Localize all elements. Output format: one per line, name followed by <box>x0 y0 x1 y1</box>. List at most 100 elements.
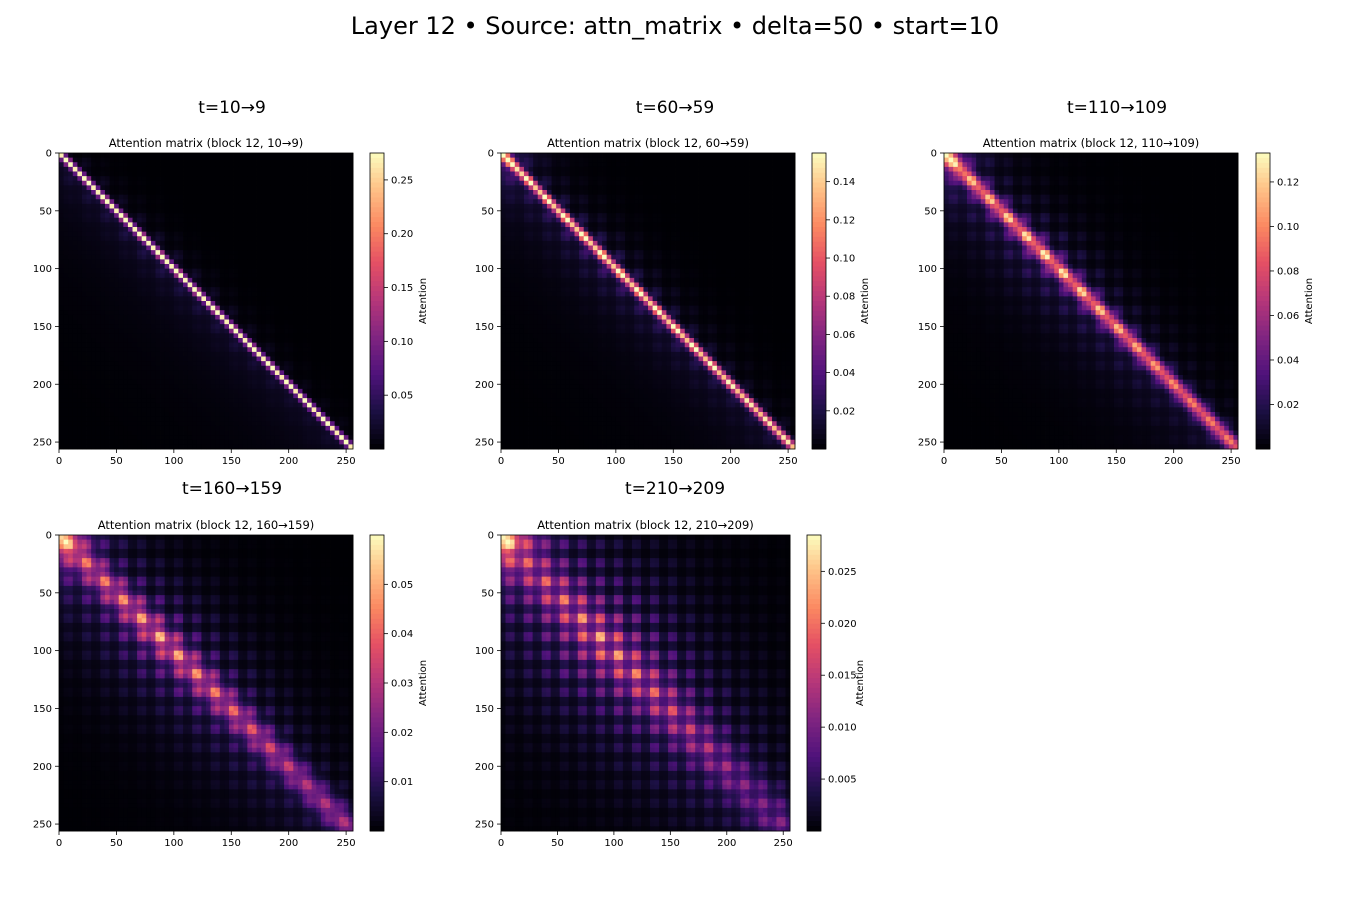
heatmap-cell <box>219 180 225 186</box>
heatmap-cell <box>611 203 617 209</box>
heatmap-cell <box>109 365 115 371</box>
heatmap-cell <box>302 245 308 251</box>
heatmap-cell <box>514 199 520 205</box>
heatmap-cell <box>251 296 257 302</box>
heatmap-cell <box>150 347 156 353</box>
heatmap-cell <box>146 356 152 362</box>
heatmap-cell <box>72 291 78 297</box>
heatmap-cell <box>758 166 764 172</box>
heatmap-cell <box>72 250 78 256</box>
heatmap-cell <box>256 217 262 223</box>
heatmap-cell <box>201 194 207 200</box>
heatmap-cell <box>772 153 778 159</box>
heatmap-cell <box>109 199 115 205</box>
heatmap-cell <box>270 324 276 330</box>
heatmap-cell <box>123 328 129 334</box>
heatmap-cell <box>68 162 74 168</box>
heatmap-cell <box>238 208 244 214</box>
heatmap-cell <box>187 291 193 297</box>
heatmap-cell <box>339 162 345 168</box>
heatmap-cell <box>81 412 87 418</box>
heatmap-cell <box>183 222 189 228</box>
heatmap-cell <box>164 365 170 371</box>
heatmap-cell <box>187 301 193 307</box>
heatmap-cell <box>330 319 336 325</box>
heatmap-cell <box>192 185 198 191</box>
heatmap-cell <box>634 190 640 196</box>
heatmap-cell <box>123 407 129 413</box>
heatmap-cell <box>141 361 147 367</box>
heatmap-cell <box>519 185 525 191</box>
heatmap-cell <box>164 259 170 265</box>
heatmap-cell <box>187 166 193 172</box>
heatmap-cell <box>261 375 267 381</box>
heatmap-cell <box>261 324 267 330</box>
heatmap-cell <box>215 236 221 242</box>
heatmap-cell <box>86 421 92 427</box>
heatmap-cell <box>348 236 354 242</box>
heatmap-cell <box>279 171 285 177</box>
heatmap-cell <box>242 430 248 436</box>
heatmap-cell <box>114 375 120 381</box>
heatmap-cell <box>114 240 120 246</box>
heatmap-cell <box>228 365 234 371</box>
heatmap-cell <box>100 351 106 357</box>
heatmap-cell <box>132 430 138 436</box>
heatmap-cell <box>242 388 248 394</box>
heatmap-cell <box>256 268 262 274</box>
heatmap-cell <box>265 402 271 408</box>
heatmap-cell <box>247 287 253 293</box>
heatmap-cell <box>666 185 672 191</box>
heatmap-cell <box>178 402 184 408</box>
heatmap-cell <box>91 430 97 436</box>
heatmap-cell <box>716 203 722 209</box>
heatmap-cell <box>606 166 612 172</box>
heatmap-cell <box>192 421 198 427</box>
heatmap-cell <box>100 227 106 233</box>
heatmap-cell <box>615 157 621 163</box>
heatmap-cell <box>150 301 156 307</box>
heatmap-cell <box>137 240 143 246</box>
heatmap-cell <box>118 176 124 182</box>
heatmap-cell <box>150 402 156 408</box>
heatmap-cell <box>224 180 230 186</box>
heatmap-cell <box>565 203 571 209</box>
heatmap-cell <box>210 439 216 445</box>
heatmap-cell <box>201 254 207 260</box>
heatmap-cell <box>730 162 736 168</box>
heatmap-cell <box>201 338 207 344</box>
heatmap-cell <box>284 310 290 316</box>
heatmap-cell <box>63 347 69 353</box>
heatmap-cell <box>652 203 658 209</box>
heatmap-cell <box>183 185 189 191</box>
heatmap-cell <box>712 162 718 168</box>
heatmap-cell <box>242 301 248 307</box>
heatmap-cell <box>178 162 184 168</box>
heatmap-cell <box>790 166 796 172</box>
heatmap-cell <box>160 213 166 219</box>
heatmap-cell <box>63 240 69 246</box>
heatmap-cell <box>173 176 179 182</box>
heatmap-cell <box>187 287 193 293</box>
heatmap-cell <box>109 314 115 320</box>
panel-suptitle-4: t=210→209 <box>555 479 795 499</box>
heatmap-cell <box>256 319 262 325</box>
heatmap-cell <box>100 199 106 205</box>
heatmap-cell <box>183 166 189 172</box>
heatmap-cell <box>311 157 317 163</box>
heatmap-cell <box>132 185 138 191</box>
heatmap-cell <box>265 153 271 159</box>
heatmap-cell <box>141 240 147 246</box>
heatmap-cell <box>311 439 317 445</box>
heatmap-cell <box>173 425 179 431</box>
heatmap-cell <box>160 328 166 334</box>
heatmap-cell <box>251 157 257 163</box>
heatmap-cell <box>228 314 234 320</box>
heatmap-cell <box>514 153 520 159</box>
heatmap-cell <box>164 361 170 367</box>
heatmap-cell <box>187 259 193 265</box>
heatmap-cell <box>150 153 156 159</box>
heatmap-cell <box>238 245 244 251</box>
heatmap-cell <box>123 435 129 441</box>
heatmap-cell <box>726 162 732 168</box>
